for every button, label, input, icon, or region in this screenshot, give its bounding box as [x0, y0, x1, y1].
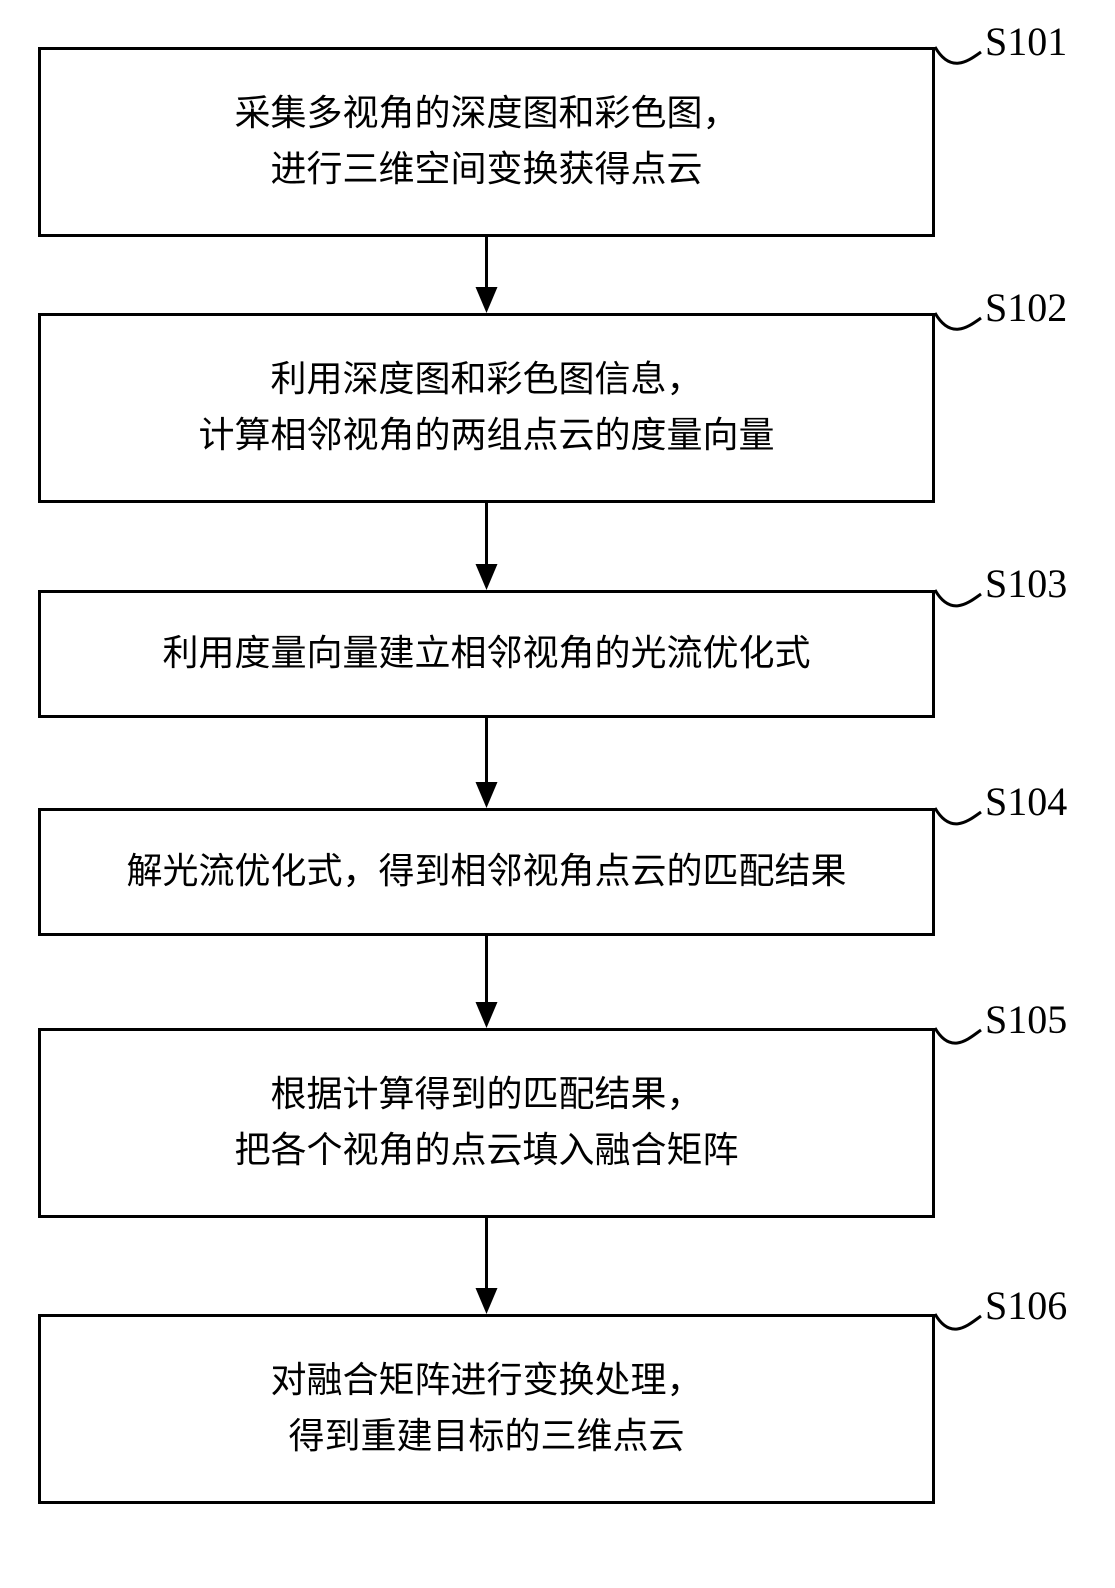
flowchart-canvas: 采集多视角的深度图和彩色图， 进行三维空间变换获得点云利用深度图和彩色图信息， … [0, 0, 1115, 1588]
step-label-3: S103 [985, 560, 1067, 607]
flow-node-1: 采集多视角的深度图和彩色图， 进行三维空间变换获得点云 [38, 47, 935, 237]
step-label-4: S104 [985, 778, 1067, 825]
step-label-6: S106 [985, 1282, 1067, 1329]
flow-node-5: 根据计算得到的匹配结果， 把各个视角的点云填入融合矩阵 [38, 1028, 935, 1218]
step-label-1: S101 [985, 18, 1067, 65]
flow-node-2: 利用深度图和彩色图信息， 计算相邻视角的两组点云的度量向量 [38, 313, 935, 503]
flow-node-3: 利用度量向量建立相邻视角的光流优化式 [38, 590, 935, 718]
flow-node-4: 解光流优化式，得到相邻视角点云的匹配结果 [38, 808, 935, 936]
step-label-2: S102 [985, 284, 1067, 331]
flow-node-6: 对融合矩阵进行变换处理， 得到重建目标的三维点云 [38, 1314, 935, 1504]
step-label-5: S105 [985, 996, 1067, 1043]
